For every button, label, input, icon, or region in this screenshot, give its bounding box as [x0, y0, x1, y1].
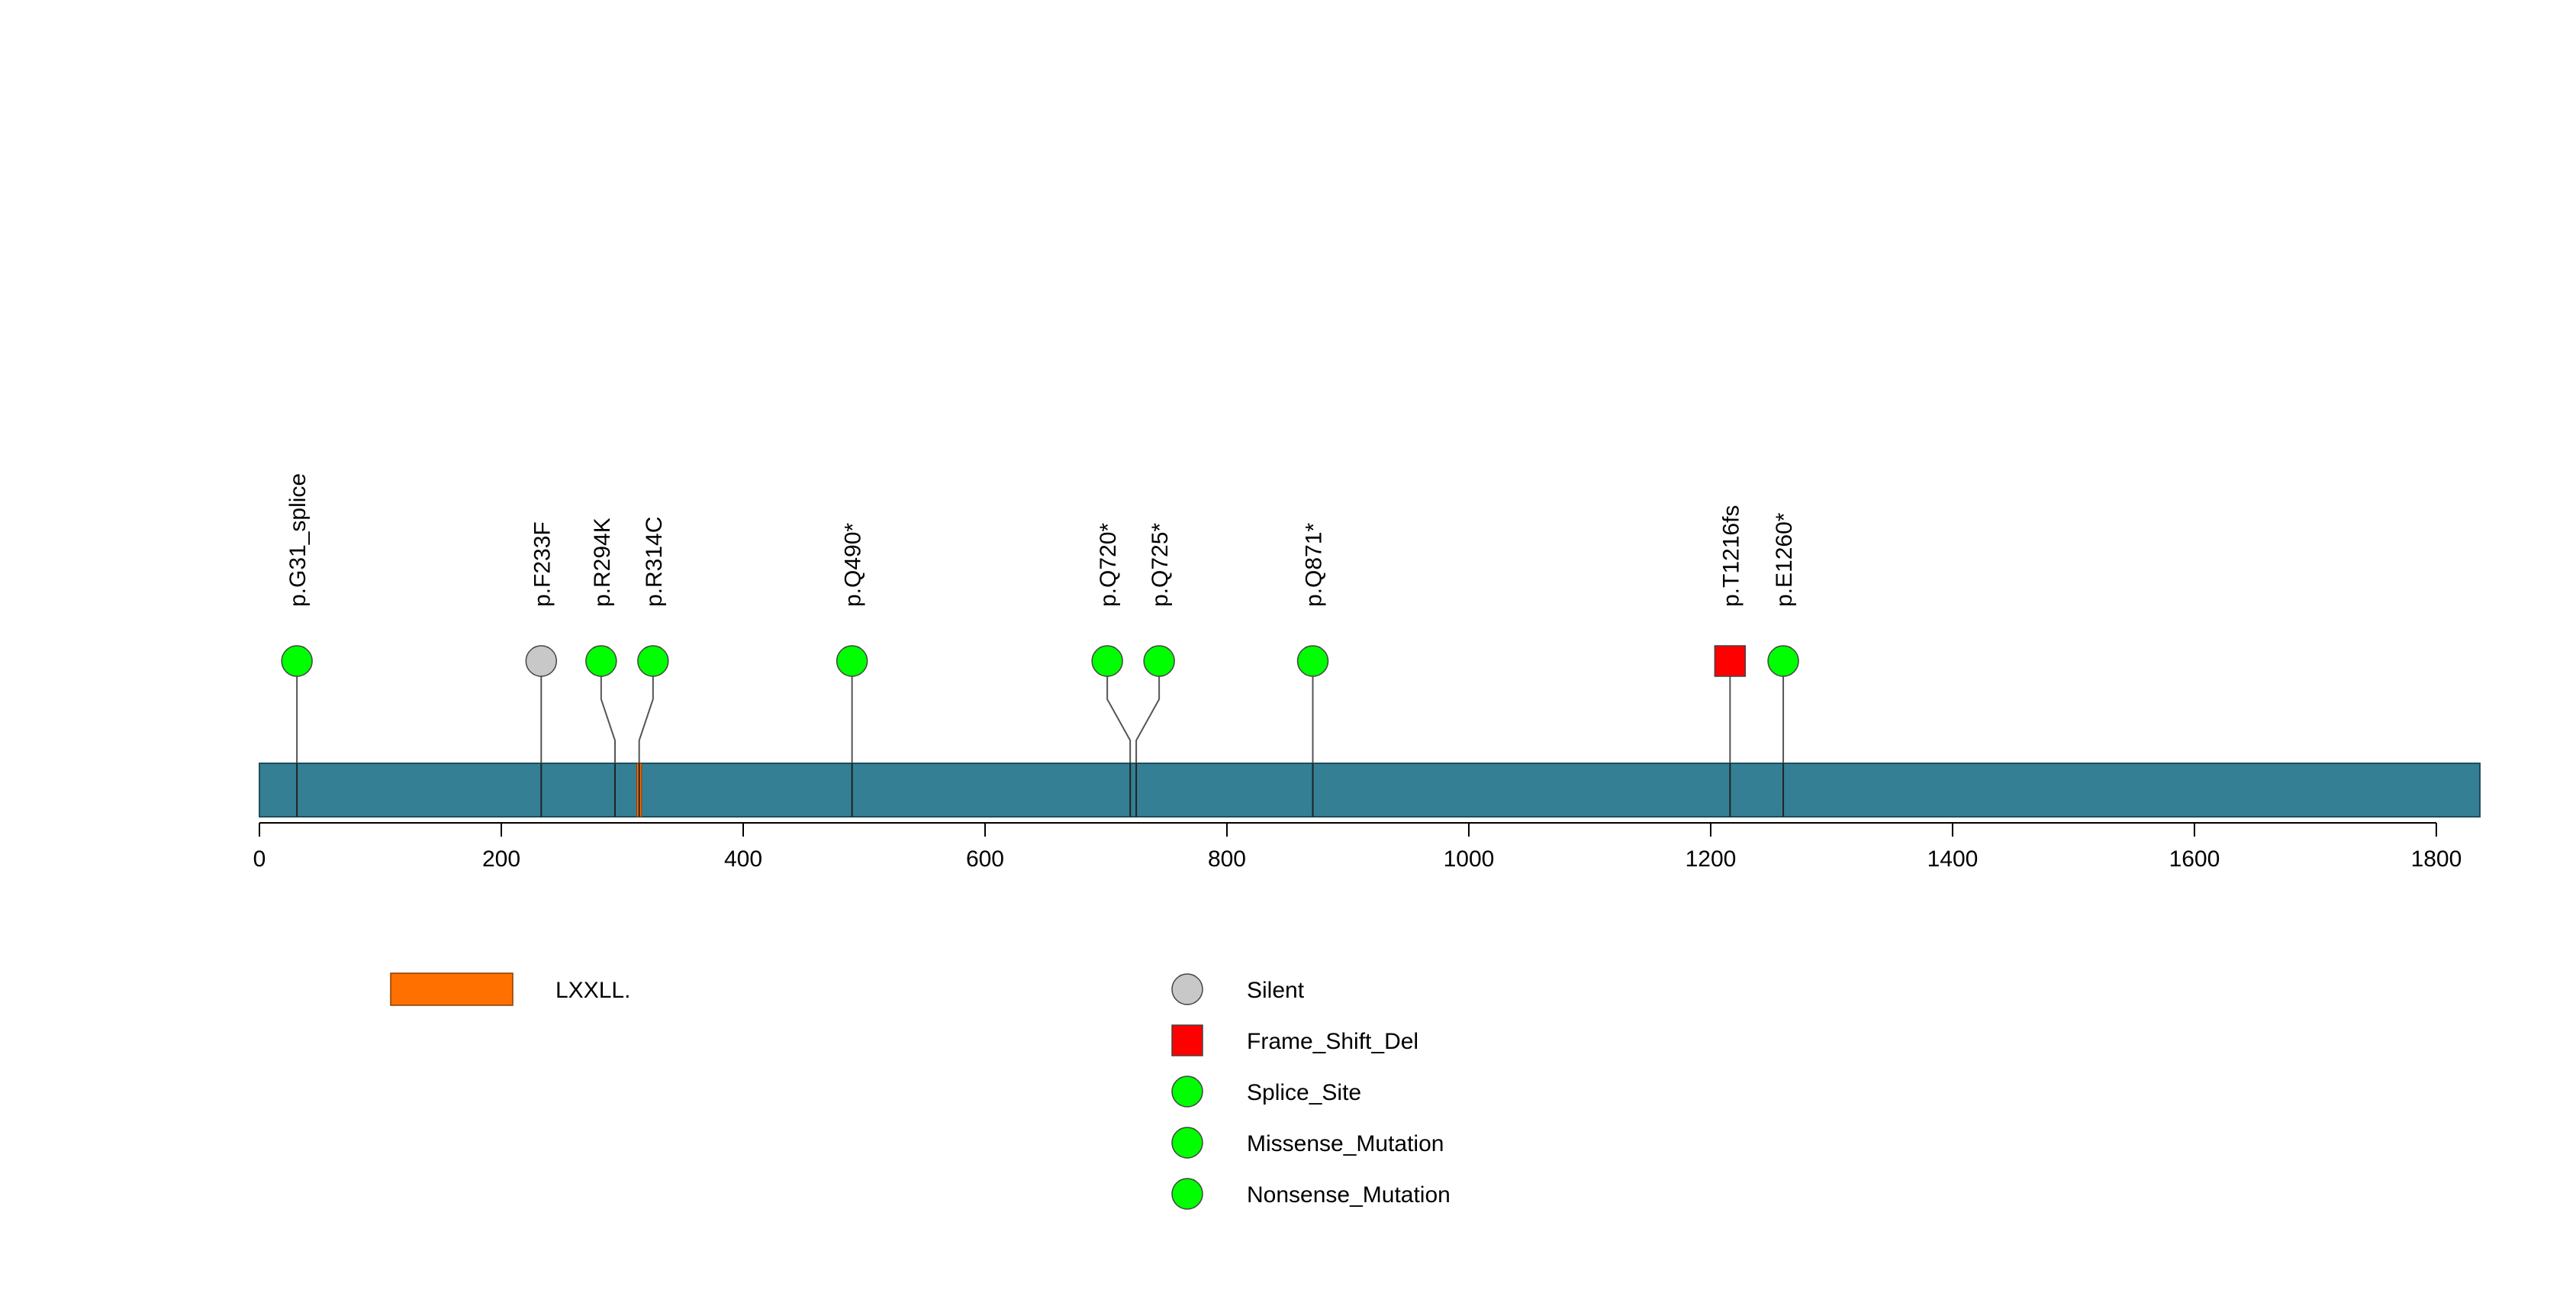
legend-domain-swatch: [390, 972, 514, 1006]
x-tick-label: 800: [1208, 847, 1246, 872]
mutation-label: p.E1260*: [1772, 512, 1797, 607]
domain-legend: LXXLL.: [390, 972, 630, 1006]
mutation-label: p.Q871*: [1302, 523, 1327, 607]
legend-domain-label: LXXLL.: [555, 978, 630, 1003]
mutation-marker-circle: [1143, 645, 1175, 677]
mutation-label: p.F233F: [530, 521, 555, 607]
mutation-label: p.R314C: [642, 517, 667, 607]
legend-type-circle: [1171, 1076, 1203, 1108]
mutation-marker-circle: [585, 645, 617, 677]
x-tick-label: 600: [966, 847, 1004, 872]
mutation-label: p.Q490*: [841, 523, 866, 607]
x-tick-label: 1200: [1686, 847, 1737, 872]
mutation-marker-circle: [525, 645, 558, 677]
x-tick-label: 400: [724, 847, 762, 872]
x-tick-label: 1400: [1927, 847, 1979, 872]
x-axis: 0 200 400 600 800 1000 1200 1400 1600 1800: [253, 822, 2462, 872]
mutation-marker-circle: [637, 645, 669, 677]
mutation-marker-circle: [1091, 645, 1123, 677]
protein-bar: [259, 763, 2481, 818]
mutation-label: p.R294K: [590, 518, 615, 607]
mutation-label: p.Q725*: [1148, 523, 1173, 607]
x-tick-label: 0: [253, 847, 266, 872]
mutation-marker-circle: [1296, 645, 1329, 677]
mutation-marker-square: [1714, 645, 1747, 677]
mutation-label: p.T1216fs: [1718, 505, 1744, 607]
mutation-marker-circle: [1767, 645, 1799, 677]
protein-track: [259, 763, 2481, 818]
mutation-marker-circle: [836, 645, 868, 677]
legend-type-circle: [1171, 973, 1203, 1005]
x-tick-label: 200: [482, 847, 520, 872]
mutation-marker-circle: [281, 645, 313, 677]
x-tick-label: 1600: [2169, 847, 2220, 872]
mutation-markers: [281, 645, 1799, 677]
legend-type-label: Missense_Mutation: [1247, 1131, 1444, 1156]
legend-type-circle: [1171, 1178, 1203, 1210]
x-tick-label: 1800: [2411, 847, 2462, 872]
mutation-label: p.Q720*: [1096, 523, 1121, 607]
legend-type-label: Frame_Shift_Del: [1247, 1029, 1418, 1054]
legend-type-circle: [1171, 1127, 1203, 1159]
mutation-label: p.G31_splice: [285, 473, 311, 607]
mutation-labels: p.G31_splice p.F233F p.R294K p.R314C p.Q490*…: [285, 473, 1797, 607]
mutation-type-legend: Silent Frame_Shift_Del Splice_Site Missense…: [1171, 973, 1451, 1210]
legend-type-label: Nonsense_Mutation: [1247, 1182, 1451, 1208]
x-tick-label: 1000: [1444, 847, 1495, 872]
legend-type-label: Splice_Site: [1247, 1080, 1361, 1105]
legend-type-label: Silent: [1247, 978, 1305, 1003]
legend-type-square: [1171, 1024, 1203, 1056]
